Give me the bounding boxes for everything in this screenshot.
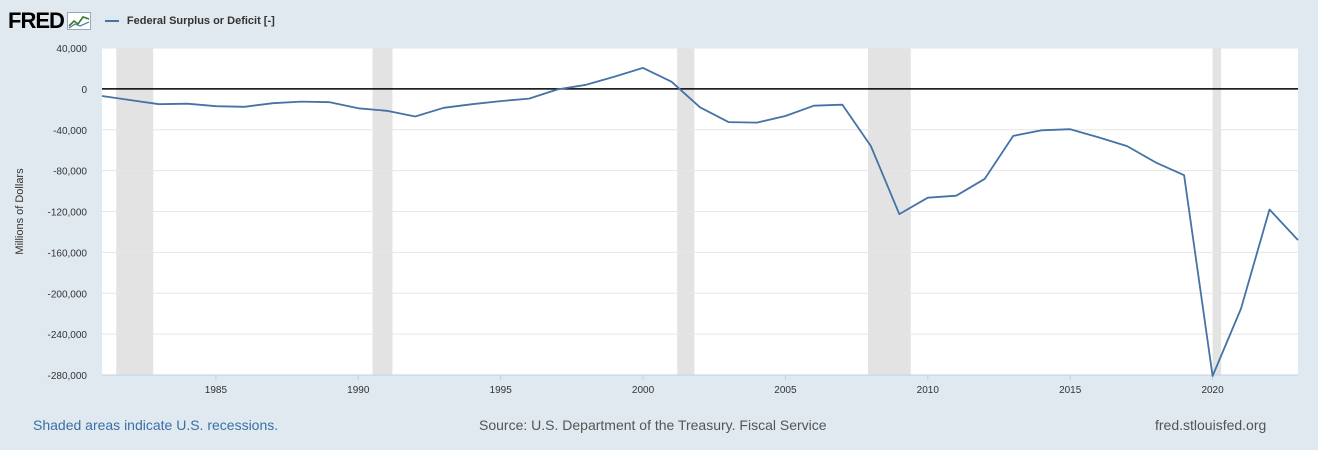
x-tick-label: 1995 [490,385,513,396]
x-tick-label: 2015 [1059,385,1082,396]
series-line [101,67,1299,377]
site-link[interactable]: fred.stlouisfed.org [1155,417,1267,433]
x-tick-label: 2020 [1201,385,1224,396]
y-tick-label: -280,000 [48,371,88,382]
y-tick-label: -240,000 [48,330,88,341]
x-tick-label: 2000 [632,385,655,396]
legend-series-label: Federal Surplus or Deficit [-] [126,15,275,27]
y-tick-label: -120,000 [48,208,88,219]
x-tick-label: 1985 [205,385,228,396]
y-axis-title: Millions of Dollars [14,168,26,255]
y-tick-label: -200,000 [48,289,88,300]
chart-header: FRED Federal Surplus or Deficit [-] [8,6,275,36]
fred-logo-text: FRED [8,8,65,33]
y-tick-label: 40,000 [56,44,87,55]
chart-legend: Federal Surplus or Deficit [-] [104,15,275,27]
y-tick-label: 0 [81,85,87,96]
x-tick-label: 1990 [347,385,370,396]
source-note: Source: U.S. Department of the Treasury.… [479,417,827,433]
x-tick-label: 2005 [774,385,797,396]
fred-graph-icon [66,12,91,30]
line-chart: 40,000 0 -40,000 -80,000 -120,000 -160,000 -20… [14,44,1299,396]
x-tick-label: 2010 [917,385,940,396]
y-tick-label: -80,000 [53,167,87,178]
recession-note: Shaded areas indicate U.S. recessions. [33,417,279,433]
y-tick-label: -40,000 [53,126,87,137]
legend-swatch [104,20,119,22]
fred-logo[interactable]: FRED [8,10,91,32]
y-tick-label: -160,000 [48,248,88,259]
